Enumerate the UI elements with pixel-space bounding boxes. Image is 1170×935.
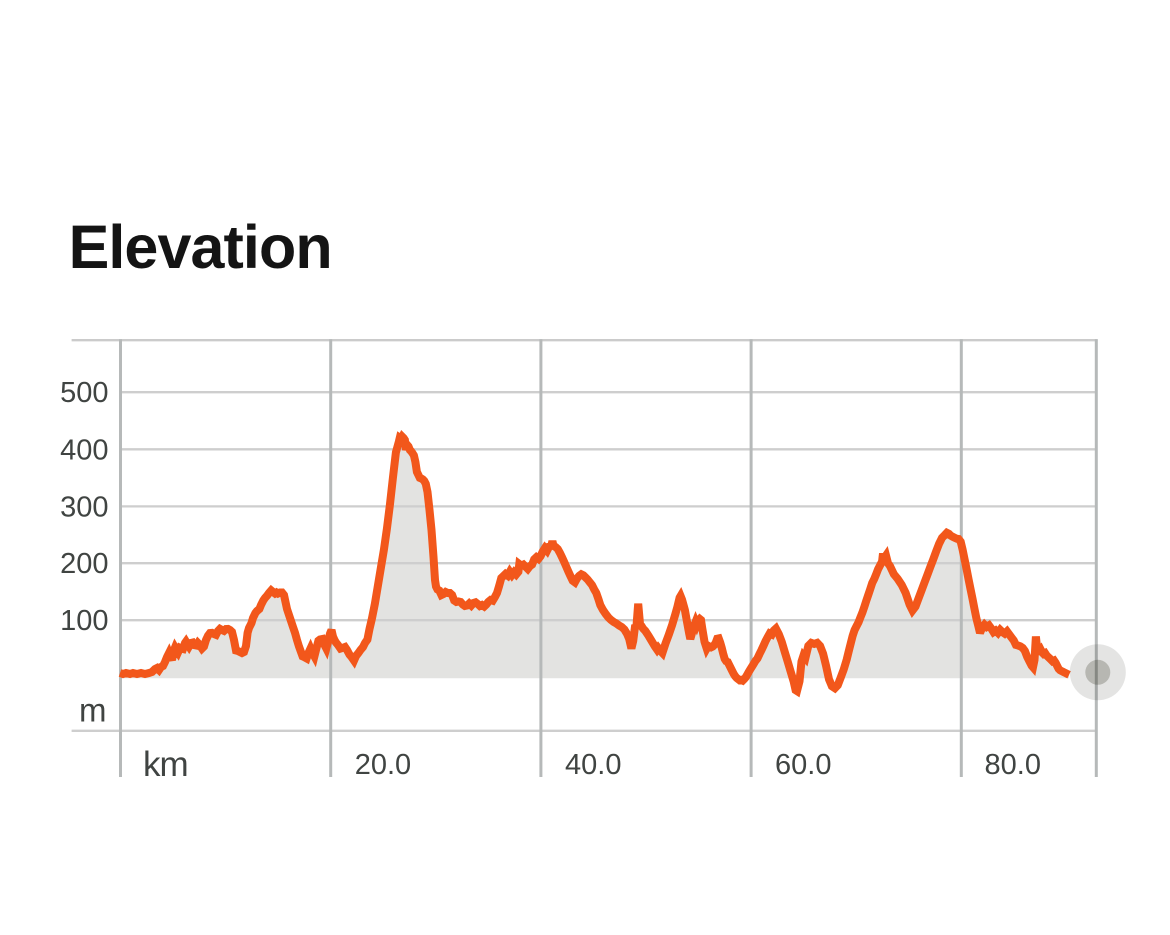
svg-text:m: m — [79, 692, 107, 729]
svg-text:400: 400 — [60, 434, 108, 466]
svg-text:60.0: 60.0 — [775, 749, 831, 781]
svg-text:40.0: 40.0 — [565, 749, 621, 781]
svg-text:500: 500 — [60, 377, 108, 409]
svg-text:300: 300 — [60, 491, 108, 523]
svg-text:20.0: 20.0 — [355, 749, 411, 781]
svg-text:80.0: 80.0 — [985, 749, 1041, 781]
svg-text:km: km — [143, 745, 188, 784]
svg-text:100: 100 — [60, 605, 108, 637]
svg-text:200: 200 — [60, 548, 108, 580]
